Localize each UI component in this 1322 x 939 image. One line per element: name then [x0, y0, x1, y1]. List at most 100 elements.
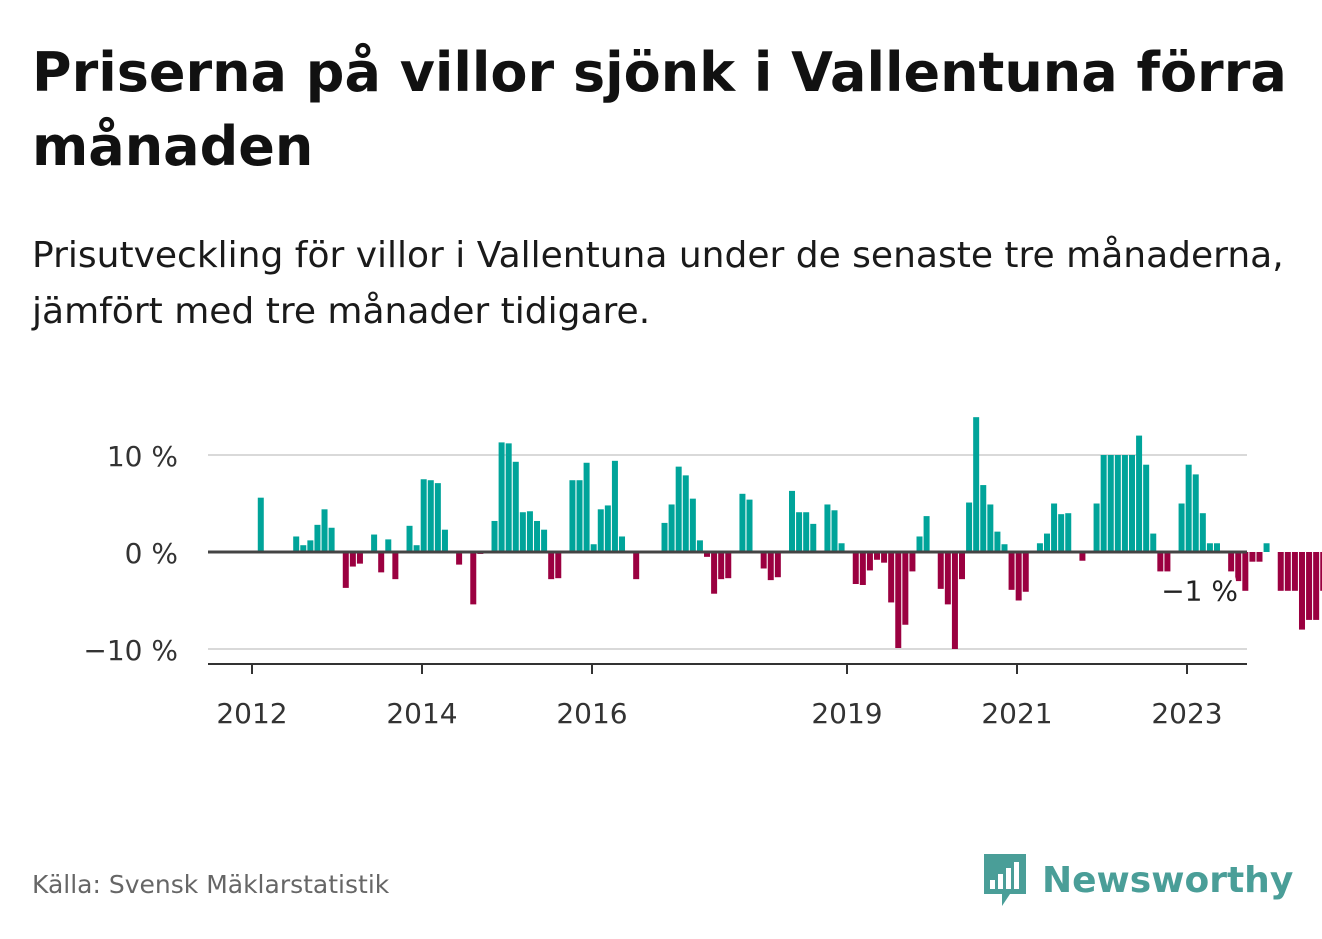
bar	[810, 523, 817, 552]
bar	[1192, 474, 1199, 552]
bar	[994, 531, 1001, 552]
y-tick-label: 0 %	[125, 537, 178, 570]
brand-name: Newsworthy	[1042, 859, 1294, 901]
bar	[583, 462, 590, 552]
bar	[505, 443, 512, 552]
bar	[704, 552, 711, 557]
bar	[1213, 543, 1220, 552]
bar	[1001, 544, 1008, 552]
bar	[1129, 455, 1135, 552]
x-tick-label: 2023	[1151, 697, 1222, 730]
bar	[590, 544, 597, 552]
bar	[371, 534, 378, 552]
bar	[661, 522, 668, 552]
x-tick-label: 2014	[386, 697, 457, 730]
tick-labels: 10 % 0 % −10 % 2012 2014 2016 2019 2021 2023 −1 %	[83, 440, 1238, 730]
bar	[923, 516, 930, 552]
bar	[739, 493, 746, 552]
bar	[909, 552, 916, 572]
bar	[470, 552, 477, 605]
bar	[987, 504, 994, 552]
bar	[852, 552, 859, 585]
bar	[548, 552, 555, 580]
bar	[1242, 552, 1249, 591]
bar	[378, 552, 385, 573]
bar	[257, 497, 264, 552]
bar	[604, 505, 611, 552]
bar	[1228, 552, 1235, 572]
bar	[1164, 552, 1171, 572]
bar	[711, 552, 718, 594]
bar	[1157, 552, 1164, 572]
bar	[1044, 533, 1050, 552]
bar	[973, 417, 980, 552]
bar	[328, 527, 335, 552]
bar	[902, 552, 909, 625]
bar	[392, 552, 399, 580]
bar	[1298, 552, 1305, 630]
bar	[959, 552, 965, 580]
y-tick-label: −10 %	[83, 634, 178, 667]
bar	[1320, 552, 1322, 591]
bar	[534, 520, 541, 552]
bar	[1100, 455, 1107, 552]
bar	[427, 480, 434, 552]
bar	[541, 529, 548, 552]
bar	[321, 509, 328, 552]
x-tick-label: 2021	[981, 697, 1052, 730]
bar	[746, 499, 753, 552]
bar	[1291, 552, 1298, 591]
bar	[576, 480, 583, 552]
bar	[859, 552, 866, 585]
bar-chart-speech-bubble-icon	[984, 854, 1026, 906]
axes	[208, 550, 1247, 674]
bar	[1121, 455, 1128, 552]
bar-chart: 10 % 0 % −10 % 2012 2014 2016 2019 2021 2023 −1 %	[83, 417, 1322, 730]
x-tick-label: 2012	[216, 697, 287, 730]
bar	[838, 543, 845, 552]
bar	[1008, 552, 1015, 590]
bar	[406, 525, 413, 552]
bar	[611, 460, 618, 552]
bar	[1051, 503, 1058, 552]
bar	[874, 552, 881, 560]
bar	[718, 552, 725, 580]
bar	[314, 524, 321, 552]
bar	[597, 509, 604, 552]
bar	[824, 504, 831, 552]
bar	[1185, 464, 1192, 552]
bar	[1065, 513, 1072, 552]
brand-logo: Newsworthy	[980, 848, 1293, 912]
chart-subtitle: Prisutveckling för villor i Vallentuna u…	[32, 235, 1284, 332]
bar	[1284, 552, 1291, 591]
bar	[420, 479, 427, 552]
bar	[307, 540, 314, 552]
bar	[760, 552, 767, 569]
bar	[1249, 552, 1256, 562]
x-tick-label: 2016	[556, 697, 627, 730]
bar	[831, 510, 838, 552]
bar	[1114, 455, 1121, 552]
bar	[1107, 455, 1114, 552]
bar	[456, 552, 463, 565]
bar	[1079, 552, 1086, 561]
bar	[555, 552, 562, 579]
bar	[633, 552, 640, 580]
bar	[569, 480, 576, 552]
bar	[888, 552, 895, 603]
bar	[1093, 503, 1100, 552]
bar	[774, 552, 781, 578]
bar	[300, 545, 307, 552]
bar	[1178, 503, 1185, 552]
grid-lines	[208, 454, 1247, 650]
annotation-background	[1154, 572, 1236, 609]
bar-series	[257, 417, 1322, 649]
bar	[725, 552, 732, 579]
bar	[881, 552, 888, 563]
bar	[441, 529, 448, 552]
bar	[980, 485, 987, 552]
bar	[1150, 533, 1157, 552]
bar	[1263, 543, 1270, 552]
bar	[385, 539, 392, 552]
bar	[1235, 552, 1242, 582]
